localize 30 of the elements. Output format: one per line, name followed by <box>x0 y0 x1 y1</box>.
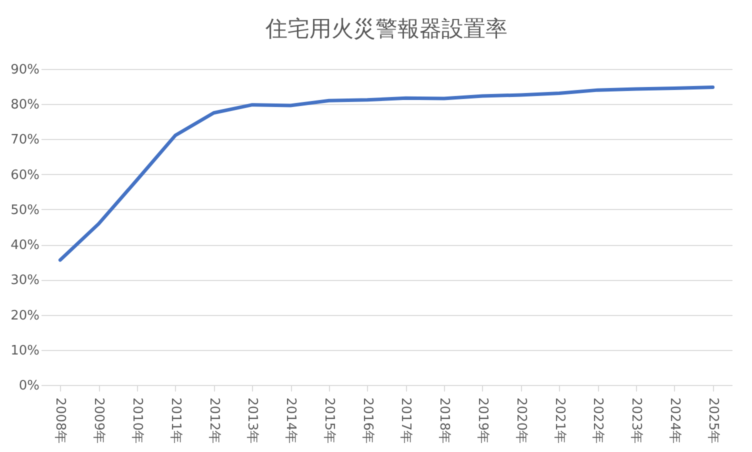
x-tick-label: 2014年 <box>283 398 298 444</box>
x-tick-label: 2013年 <box>244 398 260 444</box>
y-tick-label: 10% <box>10 343 40 358</box>
x-tick-label: 2023年 <box>628 398 644 444</box>
x-tick-label: 2016年 <box>360 398 375 444</box>
x-tick-label: 2021年 <box>552 398 567 444</box>
x-tick-label: 2010年 <box>129 398 144 444</box>
x-tick-label: 2008年 <box>52 398 68 444</box>
x-tick-label: 2022年 <box>590 398 606 444</box>
x-tick-label: 2018年 <box>436 398 452 444</box>
y-tick-label: 60% <box>10 168 40 183</box>
y-tick-label: 20% <box>10 308 40 324</box>
y-tick-label: 80% <box>10 98 40 113</box>
x-tick-label: 2017年 <box>398 398 414 444</box>
x-tick-label: 2024年 <box>666 398 682 444</box>
x-tick-label: 2020年 <box>513 398 528 444</box>
x-tick-label: 2025年 <box>705 398 720 444</box>
y-tick-label: 0% <box>18 378 40 394</box>
x-tick-label: 2015年 <box>321 398 336 444</box>
x-tick-label: 2009年 <box>91 398 106 444</box>
y-tick-label: 90% <box>10 62 40 78</box>
x-tick-label: 2011年 <box>168 398 183 444</box>
y-tick-label: 30% <box>10 273 40 288</box>
line-series <box>58 86 715 262</box>
y-tick-label: 50% <box>10 202 40 218</box>
x-tick-label: 2019年 <box>474 398 490 444</box>
chart-title: 住宅用火災警報器設置率 <box>264 17 508 42</box>
x-tick-label: 2012年 <box>206 398 222 444</box>
y-tick-label: 40% <box>10 238 40 254</box>
y-tick-label: 70% <box>10 132 40 148</box>
